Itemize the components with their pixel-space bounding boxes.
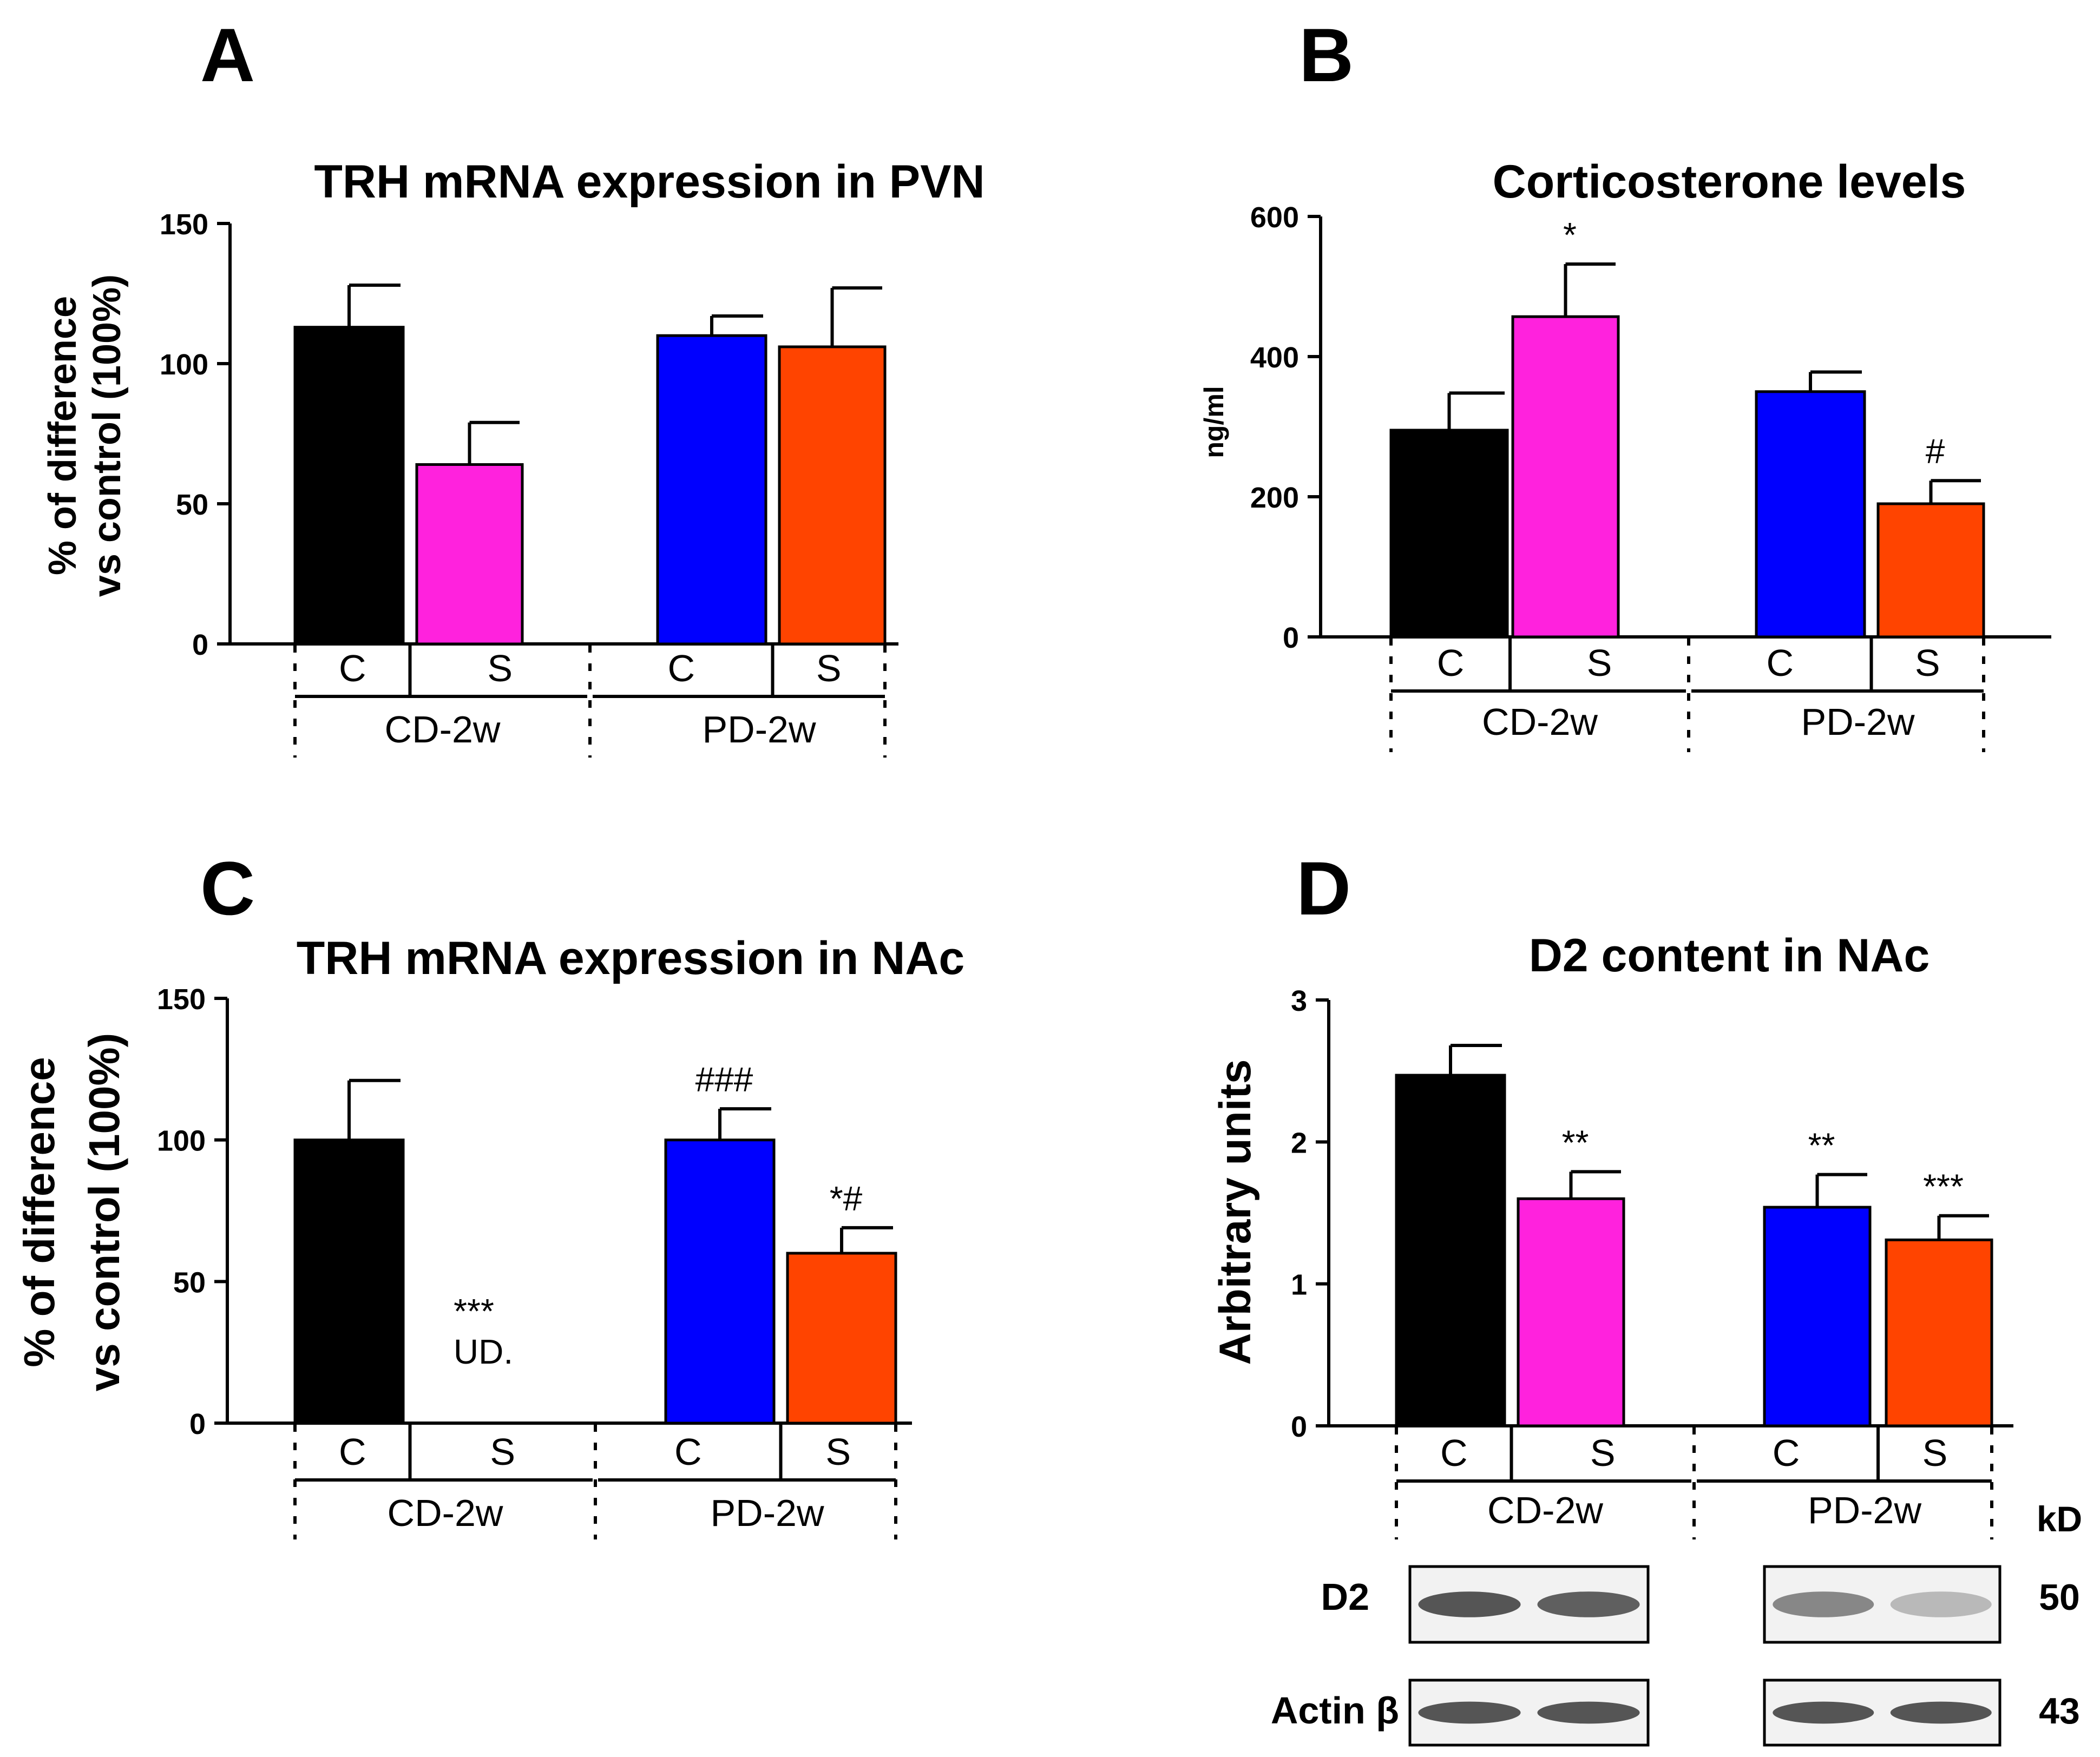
group-label: CD-2w — [1487, 1489, 1603, 1531]
title-d: D2 content in NAc — [1529, 930, 1930, 982]
blot-band — [1537, 1701, 1640, 1724]
group-label: CD-2w — [1482, 701, 1598, 743]
blot-kd-header: kD — [2037, 1499, 2082, 1539]
category-label: S — [1922, 1432, 1948, 1474]
group-label: PD-2w — [710, 1492, 824, 1534]
y-tick-label: 1 — [1291, 1269, 1307, 1301]
group-label: CD-2w — [388, 1492, 503, 1534]
ylabel-b: ng/ml — [1199, 386, 1229, 458]
bar — [293, 326, 405, 646]
category-label: C — [667, 647, 695, 689]
category-label: S — [825, 1431, 851, 1473]
significance-annotation: *# — [830, 1179, 863, 1218]
bar — [1395, 1074, 1506, 1427]
y-tick-label: 400 — [1250, 341, 1299, 374]
bar — [664, 1139, 776, 1425]
ylabel-c-line1: % of difference — [15, 1057, 63, 1367]
significance-annotation: # — [1926, 432, 1945, 471]
bar — [293, 1139, 405, 1425]
bar — [778, 345, 887, 646]
y-tick-label: 600 — [1250, 201, 1299, 234]
bar — [1755, 390, 1866, 639]
y-tick-label: 0 — [192, 629, 208, 661]
title-b: Corticosterone levels — [1493, 156, 1966, 208]
title-a: TRH mRNA expression in PVN — [314, 156, 985, 208]
panel-letter-b: B — [1299, 12, 1354, 97]
chart-panel-a: 0 50 100 150 C S C S CD-2w PD-2w — [160, 208, 898, 758]
y-tick-label: 0 — [1283, 622, 1299, 654]
group-label: PD-2w — [1801, 701, 1914, 743]
bar — [1885, 1238, 1993, 1427]
category-label: C — [339, 647, 366, 689]
significance-annotation: ** — [1562, 1123, 1589, 1162]
category-label: S — [816, 647, 842, 689]
category-label: C — [1437, 642, 1465, 684]
ylabel-a-line1: % of difference — [41, 296, 84, 575]
y-tick-label: 100 — [160, 348, 208, 381]
category-label: C — [1773, 1432, 1800, 1474]
significance-annotation: ** — [1808, 1126, 1835, 1165]
category-label: S — [1915, 642, 1940, 684]
chart-panel-c: 0 50 100 150 *** ### *# C S C S CD-2w PD-2w — [157, 983, 912, 1539]
y-tick-label: 50 — [176, 489, 208, 521]
group-label: PD-2w — [1808, 1489, 1921, 1531]
category-label: C — [1440, 1432, 1468, 1474]
blot-row-label: D2 — [1321, 1576, 1369, 1618]
blot-kd-value: 50 — [2039, 1577, 2080, 1618]
bar — [1511, 315, 1620, 639]
category-label: C — [339, 1431, 366, 1473]
significance-annotation: *** — [454, 1292, 494, 1331]
blot-kd-value: 43 — [2039, 1690, 2080, 1732]
y-tick-label: 50 — [173, 1266, 206, 1299]
group-label: PD-2w — [702, 708, 816, 751]
blot-band — [1418, 1701, 1521, 1724]
western-blot: kD D2 Actin β 50 43 — [1271, 1499, 2082, 1747]
blot-row-label: Actin β — [1271, 1689, 1399, 1732]
bar — [1876, 502, 1985, 639]
y-tick-label: 2 — [1291, 1127, 1307, 1159]
bar — [656, 334, 767, 646]
bar — [1763, 1206, 1872, 1427]
panel-letter-a: A — [200, 12, 255, 97]
blot-band — [1773, 1701, 1874, 1724]
ylabel-a-line2: vs control (100%) — [86, 274, 129, 597]
group-label: CD-2w — [385, 708, 501, 751]
panel-letter-c: C — [200, 846, 255, 931]
y-tick-label: 100 — [157, 1125, 206, 1157]
blot-band — [1537, 1591, 1640, 1617]
y-tick-label: 150 — [160, 208, 208, 241]
y-tick-label: 0 — [1291, 1411, 1307, 1443]
undetected-note: UD. — [454, 1332, 513, 1371]
blot-band — [1890, 1591, 1992, 1617]
category-label: C — [674, 1431, 702, 1473]
y-tick-label: 0 — [189, 1408, 206, 1440]
bar — [415, 463, 524, 646]
y-tick-label: 150 — [157, 983, 206, 1016]
bar — [1389, 429, 1509, 639]
category-label: S — [487, 647, 513, 689]
significance-annotation: ### — [695, 1060, 753, 1099]
category-label: S — [1587, 642, 1612, 684]
category-label: S — [490, 1431, 515, 1473]
significance-annotation: * — [1563, 215, 1577, 254]
chart-panel-b: 0 200 400 600 * # C S C S CD-2w PD-2w — [1250, 201, 2051, 752]
ylabel-d: Arbitrary units — [1211, 1060, 1260, 1365]
blot-band — [1773, 1591, 1874, 1617]
significance-annotation: *** — [1923, 1167, 1964, 1206]
category-label: S — [1590, 1432, 1616, 1474]
title-c: TRH mRNA expression in NAc — [297, 932, 965, 984]
y-tick-label: 200 — [1250, 482, 1299, 514]
ylabel-c-line2: vs control (100%) — [80, 1033, 128, 1391]
blot-band — [1418, 1591, 1521, 1617]
category-label: C — [1766, 642, 1794, 684]
panel-letter-d: D — [1296, 846, 1351, 931]
blot-band — [1890, 1701, 1992, 1724]
bar — [1517, 1197, 1625, 1427]
bar — [786, 1252, 897, 1425]
y-tick-label: 3 — [1291, 985, 1307, 1017]
